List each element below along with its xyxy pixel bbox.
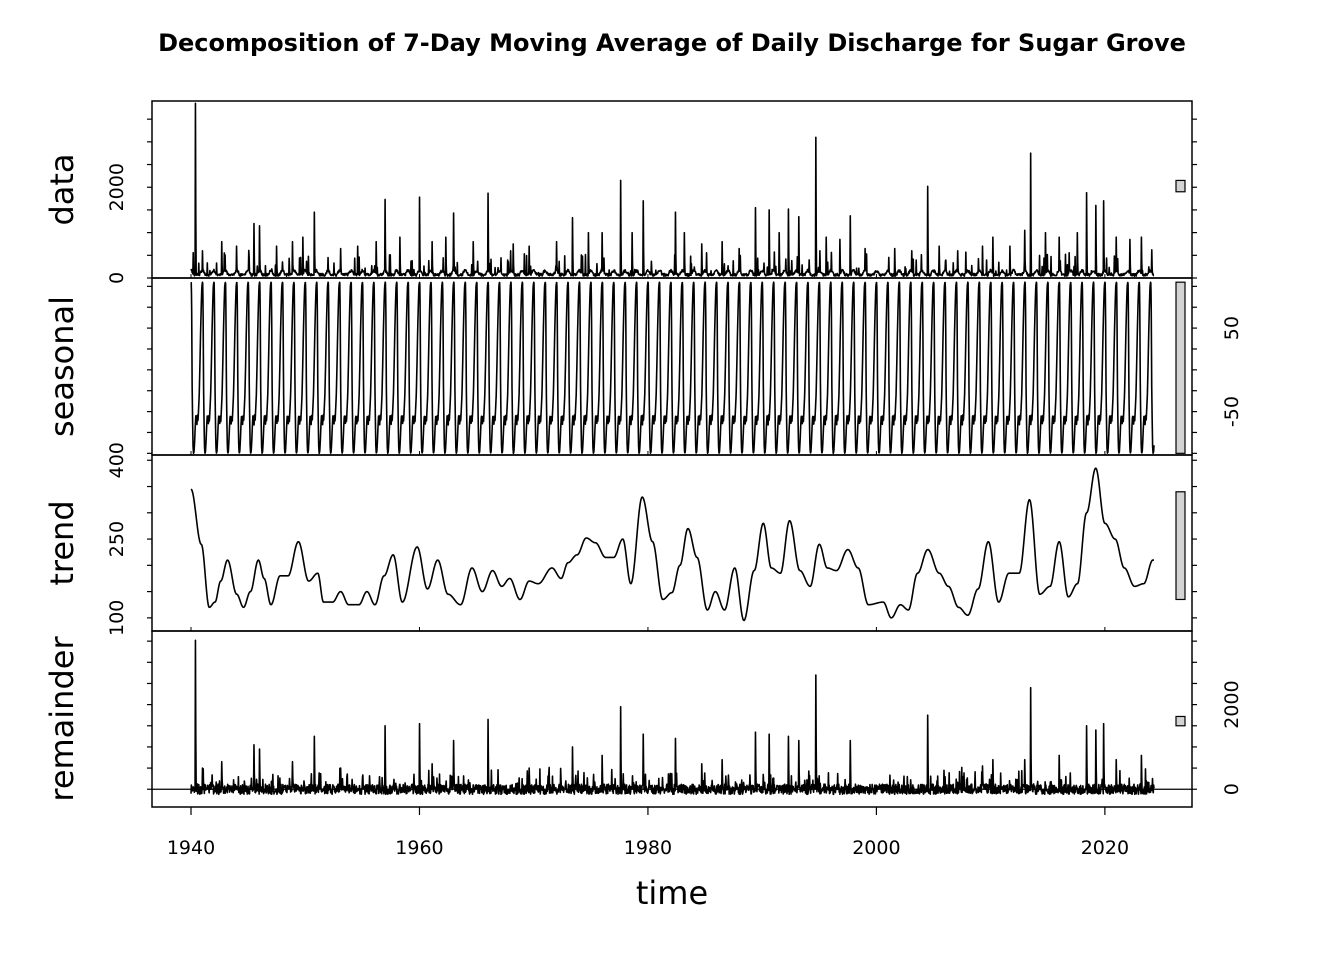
scale-bar-trend (1175, 491, 1186, 601)
panel-trend: 100 250 400 trend (43, 442, 1197, 636)
y-tick-label-trend: 400 (106, 442, 128, 478)
series-line-data (190, 102, 1155, 277)
x-tick-label: 1980 (624, 837, 672, 859)
panel-remainder: 0 2000 remainder (43, 630, 1243, 808)
x-tick-label: 1940 (167, 837, 215, 859)
scale-bar-seasonal (1175, 281, 1186, 454)
panel-label-data: data (43, 153, 81, 225)
x-axis-label: time (636, 874, 708, 912)
chart-title: Decomposition of 7-Day Moving Average of… (158, 29, 1186, 57)
series-line-trend (190, 467, 1155, 622)
series-line-remainder (190, 639, 1155, 796)
scale-bar-data (1175, 179, 1186, 193)
y-tick-label-remainder: 0 (1221, 783, 1243, 795)
y-tick-label-seasonal: -50 (1221, 396, 1243, 427)
time-axis: 1940 1960 1980 2000 2020 (167, 274, 1129, 859)
x-tick-label: 1960 (395, 837, 443, 859)
y-tick-label-data: 0 (106, 272, 128, 284)
scale-bar-remainder (1175, 715, 1186, 727)
panel-data: 0 2000 data (43, 100, 1197, 284)
panel-frame-data (151, 100, 1193, 279)
panels-group: 0 2000 data 50 -50 seasonal 100 250 400 trend 0 200… (43, 100, 1243, 808)
y-tick-label-trend: 250 (106, 521, 128, 557)
y-tick-label-remainder: 2000 (1221, 680, 1243, 728)
x-tick-label: 2000 (852, 837, 900, 859)
panel-label-remainder: remainder (43, 636, 81, 802)
y-tick-label-trend: 100 (106, 600, 128, 636)
panel-seasonal: 50 -50 seasonal (43, 277, 1243, 456)
y-tick-label-data: 2000 (106, 163, 128, 211)
x-tick-label: 2020 (1081, 837, 1129, 859)
series-line-seasonal (190, 281, 1155, 455)
panel-frame-trend (151, 454, 1193, 632)
panel-label-seasonal: seasonal (43, 296, 81, 437)
y-tick-label-seasonal: 50 (1221, 316, 1243, 340)
panel-label-trend: trend (43, 500, 81, 585)
panel-frame-remainder (151, 630, 1193, 808)
